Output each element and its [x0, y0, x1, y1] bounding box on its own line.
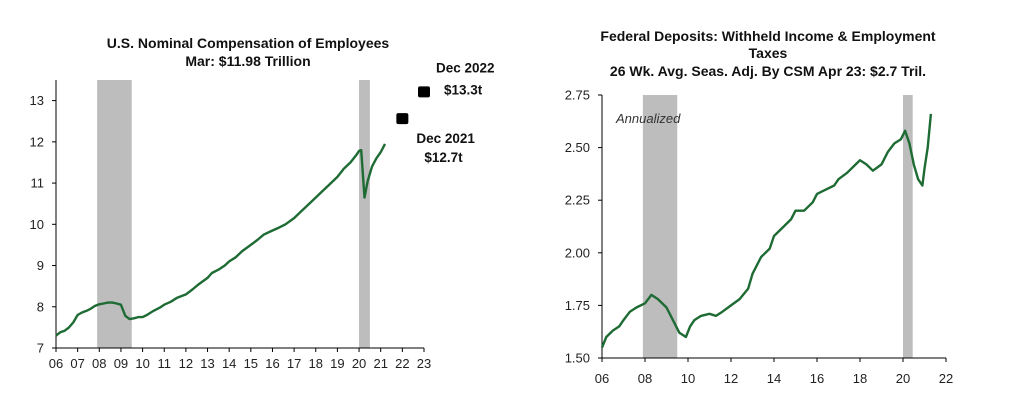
chart-1-x-tick-label: 06: [49, 356, 63, 371]
chart-2-x-tick-label: 10: [681, 371, 695, 386]
chart-2-title-line-1: Federal Deposits: Withheld Income & Empl…: [600, 28, 935, 44]
chart-1-series-line: [55, 143, 387, 337]
chart-1-x-tick-label: 09: [114, 356, 128, 371]
chart-1-recession-band-2: [359, 80, 370, 348]
chart-1-y-tick-label: 8: [37, 299, 44, 314]
chart-1-x-tick-label: 22: [395, 356, 409, 371]
chart-1-y-tick-label: 11: [31, 176, 45, 191]
chart-1-x-tick-label: 16: [265, 356, 279, 371]
chart-1-x-tick-label: 15: [244, 356, 258, 371]
chart-1-y-tick-label: 13: [30, 93, 44, 108]
chart-1-point-marker-2: [418, 86, 430, 98]
chart-2-x-tick-label: 14: [767, 371, 781, 386]
chart-2-y-tick-label: 2.75: [565, 88, 590, 103]
chart-2-y-tick-label: 1.50: [565, 351, 590, 366]
chart-2-x-tick-label: 16: [810, 371, 824, 386]
chart-1-title-line-1: U.S. Nominal Compensation of Employees: [107, 35, 390, 51]
chart-1-x-tick-label: 08: [92, 356, 106, 371]
chart-2-y-tick-label: 2.00: [565, 245, 590, 260]
chart-1-y-tick-label: 10: [30, 217, 44, 232]
chart-2-series-line: [600, 113, 933, 348]
chart-1-x-tick-label: 20: [352, 356, 366, 371]
chart-2-x-tick-label: 22: [939, 371, 953, 386]
chart-2-y-tick-label: 2.25: [565, 193, 590, 208]
chart-1-x-tick-label: 19: [330, 356, 344, 371]
chart-2-x-tick-label: 08: [638, 371, 652, 386]
chart-1-x-tick-label: 17: [287, 356, 301, 371]
point-label: Dec 2021: [416, 131, 475, 146]
chart-1-x-tick-label: 07: [70, 356, 84, 371]
chart-2-y-tick-label: 1.75: [565, 298, 590, 313]
point-value: $12.7t: [424, 150, 463, 165]
chart-2-title-line-3: 26 Wk. Avg. Seas. Adj. By CSM Apr 23: $2…: [610, 63, 926, 79]
chart-2-x-tick-label: 12: [724, 371, 738, 386]
chart-1-point-marker-1: [396, 113, 409, 125]
chart-2-x-tick-label: 06: [595, 371, 609, 386]
chart-1-recession-band-1: [97, 80, 132, 348]
chart-1-y-tick-label: 7: [37, 341, 44, 356]
chart-1-y-tick-label: 9: [37, 258, 44, 273]
chart-1-x-tick-label: 11: [157, 356, 171, 371]
chart-1-x-tick-label: 10: [135, 356, 149, 371]
chart-2-x-tick-label: 18: [853, 371, 867, 386]
chart-1-x-tick-label: 14: [222, 356, 236, 371]
chart-1-title-line-2: Mar: $11.98 Trillion: [185, 53, 310, 69]
chart-2-y-tick-label: 2.50: [565, 140, 590, 155]
point-value: $13.3t: [444, 82, 483, 97]
chart-1-x-tick-label: 12: [179, 356, 193, 371]
chart-1-y-tick-label: 12: [30, 134, 44, 149]
chart-2-recession-band-2: [903, 95, 913, 358]
chart-1-x-tick-label: 21: [373, 356, 387, 371]
chart-2-recession-band-1: [642, 95, 678, 358]
chart-1-x-tick-label: 23: [417, 356, 431, 371]
chart-annotation: Annualized: [615, 111, 681, 126]
chart-1-x-tick-label: 13: [200, 356, 214, 371]
point-label: Dec 2022: [436, 60, 495, 75]
chart-1-x-tick-label: 18: [309, 356, 323, 371]
chart-2-title-line-2: Taxes: [749, 45, 788, 61]
chart-2-x-tick-label: 20: [896, 371, 910, 386]
